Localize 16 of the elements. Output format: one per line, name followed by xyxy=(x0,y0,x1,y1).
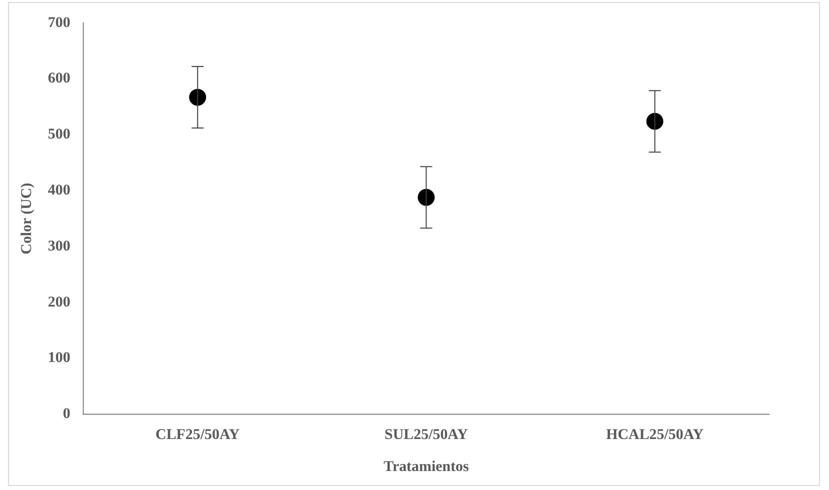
y-tick-label: 300 xyxy=(48,238,70,254)
y-tick-label: 400 xyxy=(48,182,70,199)
y-tick-label: 100 xyxy=(48,350,70,366)
x-tick-label: SUL25/50AY xyxy=(384,427,468,444)
y-axis-title: Color (UC) xyxy=(18,182,35,254)
point xyxy=(189,88,206,106)
x-axis-title: Tratamientos xyxy=(384,458,470,475)
y-tick-label: 500 xyxy=(48,126,70,143)
x-tick-label: CLF25/50AY xyxy=(156,427,240,444)
y-tick-label: 0 xyxy=(62,406,70,422)
x-tick-label: HCAL25/50AY xyxy=(606,427,704,444)
y-tick-label: 200 xyxy=(48,294,70,310)
y-tick-label: 700 xyxy=(48,14,70,31)
point xyxy=(418,188,435,206)
y-tick-label: 600 xyxy=(48,70,70,87)
point xyxy=(646,112,664,130)
